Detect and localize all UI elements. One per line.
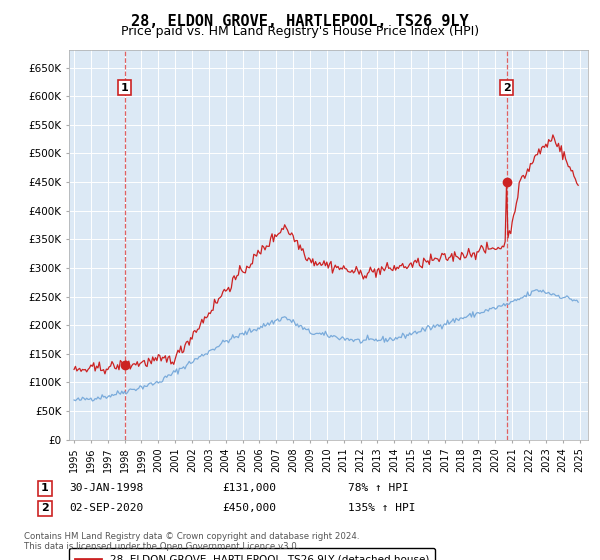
Legend: 28, ELDON GROVE, HARTLEPOOL, TS26 9LY (detached house), HPI: Average price, deta: 28, ELDON GROVE, HARTLEPOOL, TS26 9LY (d… xyxy=(69,548,435,560)
Text: 1: 1 xyxy=(121,83,128,92)
Text: 2: 2 xyxy=(503,83,511,92)
Text: £131,000: £131,000 xyxy=(222,483,276,493)
Text: 30-JAN-1998: 30-JAN-1998 xyxy=(69,483,143,493)
Text: Contains HM Land Registry data © Crown copyright and database right 2024.
This d: Contains HM Land Registry data © Crown c… xyxy=(24,532,359,552)
Text: 78% ↑ HPI: 78% ↑ HPI xyxy=(348,483,409,493)
Text: Price paid vs. HM Land Registry's House Price Index (HPI): Price paid vs. HM Land Registry's House … xyxy=(121,25,479,38)
Text: 2: 2 xyxy=(41,503,49,514)
Text: 135% ↑ HPI: 135% ↑ HPI xyxy=(348,503,415,514)
Text: 02-SEP-2020: 02-SEP-2020 xyxy=(69,503,143,514)
Text: 1: 1 xyxy=(41,483,49,493)
Text: £450,000: £450,000 xyxy=(222,503,276,514)
Text: 28, ELDON GROVE, HARTLEPOOL, TS26 9LY: 28, ELDON GROVE, HARTLEPOOL, TS26 9LY xyxy=(131,14,469,29)
